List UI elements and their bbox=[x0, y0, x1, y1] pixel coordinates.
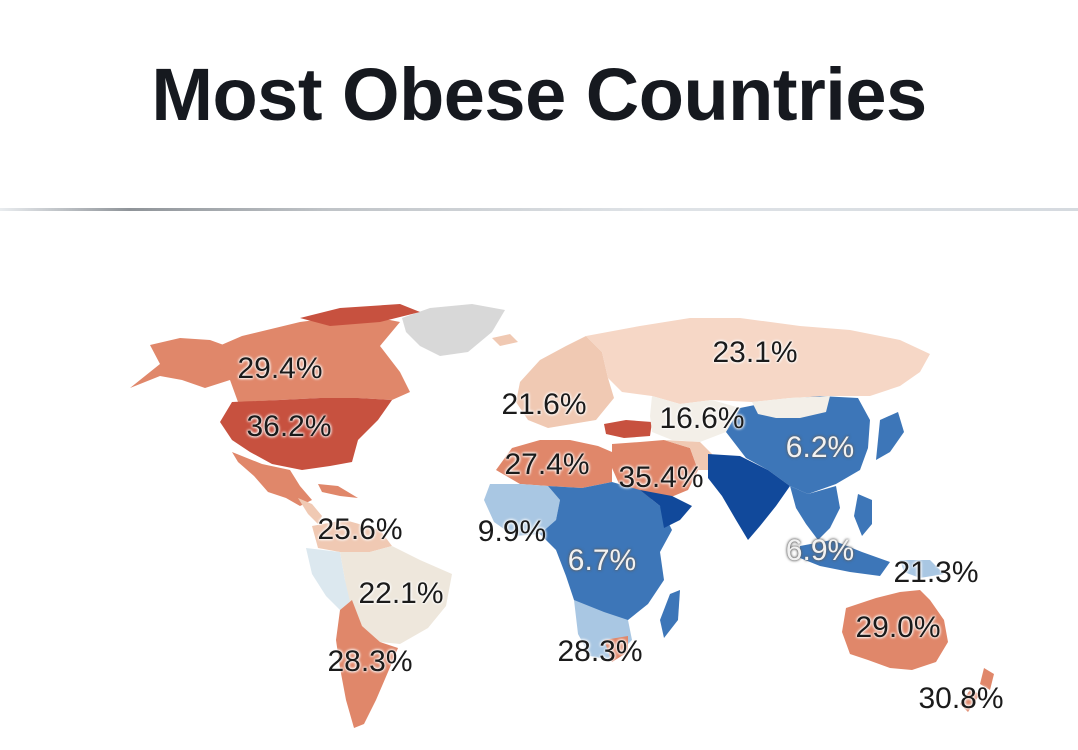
region-west-africa[interactable] bbox=[484, 484, 560, 536]
region-china[interactable] bbox=[726, 396, 870, 494]
label-central-asia: 16.6% bbox=[659, 402, 745, 435]
label-southeast-asia: 6.9% bbox=[785, 534, 855, 567]
region-mongolia[interactable] bbox=[752, 396, 830, 418]
region-southeast-asia[interactable] bbox=[790, 486, 840, 540]
region-indonesia[interactable] bbox=[800, 540, 890, 576]
region-mexico[interactable] bbox=[232, 452, 312, 506]
region-new-zealand[interactable] bbox=[960, 668, 994, 712]
region-arctic-islands[interactable] bbox=[300, 304, 420, 326]
label-europe: 21.6% bbox=[501, 388, 587, 421]
region-central-africa[interactable] bbox=[540, 482, 672, 626]
label-central-america: 25.6% bbox=[317, 513, 403, 546]
region-russia[interactable] bbox=[586, 318, 930, 404]
label-central-africa: 6.7% bbox=[567, 544, 637, 577]
label-middle-east: 35.4% bbox=[618, 461, 704, 494]
region-philippines[interactable] bbox=[854, 494, 872, 536]
region-horn-of-africa[interactable] bbox=[640, 490, 692, 528]
region-madagascar[interactable] bbox=[660, 590, 680, 638]
region-usa[interactable] bbox=[220, 398, 392, 470]
region-caribbean[interactable] bbox=[318, 484, 358, 498]
region-central-asia[interactable] bbox=[650, 396, 740, 442]
region-india[interactable] bbox=[708, 454, 790, 540]
label-russia: 23.1% bbox=[712, 336, 798, 369]
region-argentina[interactable] bbox=[336, 600, 398, 728]
region-iran[interactable] bbox=[664, 440, 712, 470]
region-middle-east[interactable] bbox=[612, 440, 698, 500]
title-divider bbox=[0, 208, 1078, 211]
region-turkey[interactable] bbox=[604, 420, 652, 438]
region-south-america-west[interactable] bbox=[306, 548, 352, 610]
label-argentina: 28.3% bbox=[327, 645, 413, 678]
region-greenland[interactable] bbox=[402, 304, 505, 356]
region-europe[interactable] bbox=[516, 336, 614, 428]
page-title: Most Obese Countries bbox=[151, 53, 927, 136]
label-north-africa: 27.4% bbox=[504, 448, 590, 481]
label-china: 6.2% bbox=[785, 431, 855, 464]
label-south-africa: 28.3% bbox=[557, 635, 643, 668]
region-papua-new-guinea[interactable] bbox=[900, 560, 944, 578]
label-brazil: 22.1% bbox=[358, 577, 444, 610]
label-australia: 29.0% bbox=[855, 611, 941, 644]
label-indonesia-png: 21.3% bbox=[893, 556, 979, 589]
region-alaska[interactable] bbox=[130, 338, 232, 388]
region-japan[interactable] bbox=[876, 412, 904, 460]
region-north-africa[interactable] bbox=[496, 440, 612, 488]
label-west-africa: 9.9% bbox=[477, 515, 547, 548]
region-iceland[interactable] bbox=[492, 334, 518, 346]
region-south-africa[interactable] bbox=[604, 636, 628, 662]
region-australia[interactable] bbox=[842, 590, 948, 670]
region-brazil[interactable] bbox=[340, 546, 452, 644]
region-south-america-north[interactable] bbox=[312, 520, 392, 552]
label-canada: 29.4% bbox=[237, 352, 323, 385]
label-new-zealand: 30.8% bbox=[918, 682, 1004, 715]
region-canada[interactable] bbox=[205, 314, 410, 402]
region-central-america[interactable] bbox=[298, 498, 322, 524]
label-usa: 36.2% bbox=[246, 410, 332, 443]
